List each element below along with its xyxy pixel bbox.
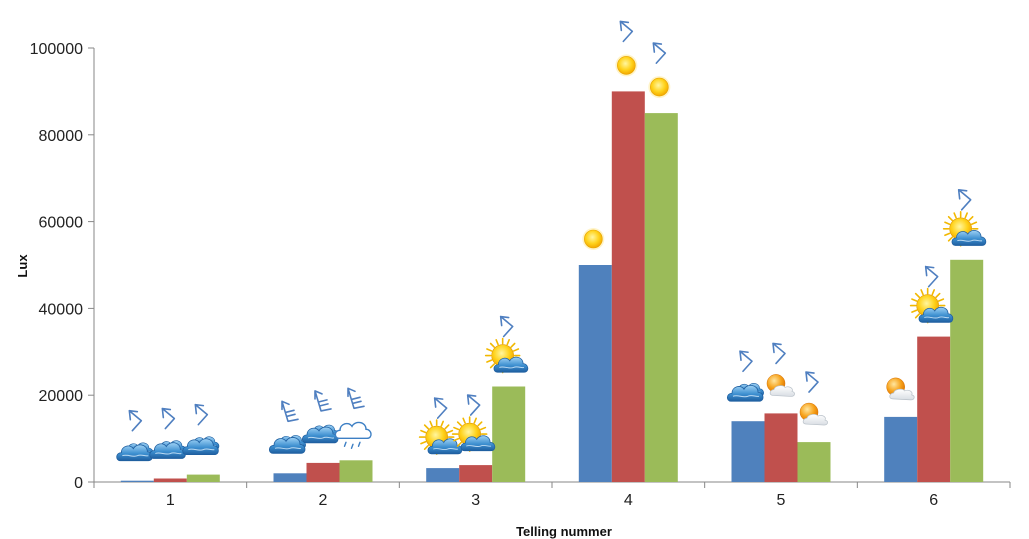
bar-cat2-s1 [273,473,307,482]
x-axis-title: Telling nummer [516,524,612,539]
sun-icon [648,76,671,99]
sun-icon [615,54,638,77]
wind-arrow-icon [805,371,819,393]
x-tick-label: 2 [319,492,328,509]
weather-icons [116,20,987,462]
bar-cat6-s1 [884,416,918,482]
cloud-icon [149,440,187,459]
bar-cat4-s3 [644,113,678,482]
wind-arrow-icon [161,407,176,430]
y-tick-label: 40000 [39,301,84,318]
x-tick-label: 6 [929,492,938,509]
sun-haze-icon [766,374,795,397]
bar-cat2-s3 [339,460,373,482]
wind-arrow-icon [499,315,514,338]
bar-cat1-s2 [153,478,187,482]
axes: 0 20000 40000 60000 80000 100000 1 2 3 4 5 6 [30,41,1011,509]
x-tick-label: 5 [777,492,786,509]
y-tick-label: 60000 [39,215,84,232]
wind-arrow-icon [652,42,667,64]
wind-arrow-icon [924,265,939,288]
sun-cloud-icon [418,419,463,455]
wind-arrow-icon [957,188,972,211]
bar-cat5-s1 [731,421,765,482]
cloud-icon [301,424,339,444]
sun-cloud-icon [942,210,987,247]
bar-cat2-s2 [306,462,340,482]
x-tick-label: 3 [471,492,480,509]
cloud-icon [726,383,764,402]
wind-arrow-icon [739,350,753,373]
bar-cat6-s3 [950,259,984,482]
wind-arrow-icon [466,394,481,416]
rain-cloud-icon [334,421,372,449]
sun-haze-icon [799,402,828,426]
wind-arrow-icon [772,342,786,365]
bar-cat5-s3 [797,442,831,482]
bar-cat3-s3 [492,386,526,482]
bar-cat3-s2 [459,465,493,482]
wind-barb-icon [347,387,365,410]
wind-arrow-icon [619,20,634,43]
cloud-icon [116,442,154,462]
x-tick-label: 4 [624,492,633,509]
y-tick-label: 100000 [30,41,83,58]
y-tick-label: 0 [74,475,83,492]
wind-arrow-icon [194,403,209,426]
y-tick-label: 80000 [39,128,84,145]
bar-cat6-s2 [917,336,951,482]
bar-cat3-s1 [426,468,460,482]
bar-cat4-s2 [611,91,645,483]
y-axis-title: Lux [15,254,30,278]
sun-cloud-icon [451,416,496,452]
sun-cloud-icon [484,337,529,374]
bar-cat1-s3 [186,474,220,482]
sun-icon [582,228,605,250]
bars [120,91,984,483]
wind-barb-icon [314,390,332,412]
sun-haze-icon [886,377,915,401]
y-tick-label: 20000 [39,388,84,405]
sun-cloud-icon [909,287,954,324]
wind-arrow-icon [128,409,143,432]
wind-barb-icon [281,400,299,423]
wind-arrow-icon [433,397,448,419]
bar-cat4-s1 [578,265,612,482]
bar-cat5-s2 [764,413,798,482]
bar-cat1-s1 [120,480,154,482]
x-tick-label: 1 [166,492,175,509]
cloud-icon [268,435,306,454]
cloud-icon [182,436,220,456]
